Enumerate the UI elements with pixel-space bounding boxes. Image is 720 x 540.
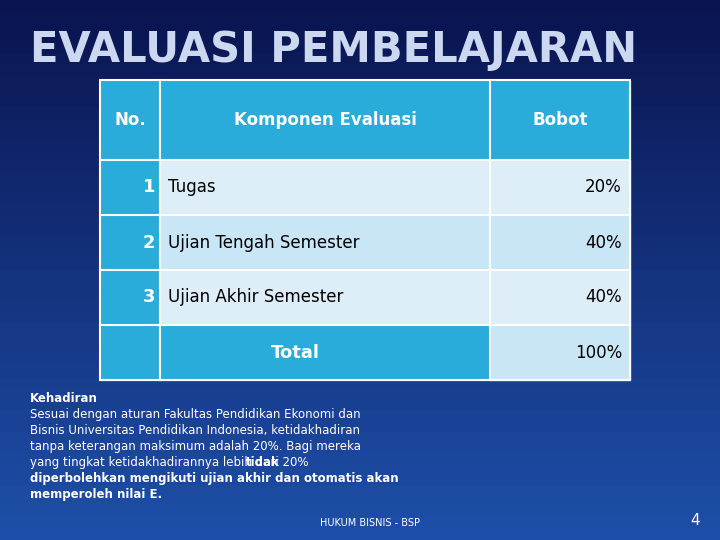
Bar [100,80,630,380]
Bar [100,160,160,215]
Bar [160,215,490,270]
Bar [0,345,720,356]
Text: HUKUM BISNIS - BSP: HUKUM BISNIS - BSP [320,518,420,528]
Text: yang tingkat ketidakhadirannya lebih dari 20%: yang tingkat ketidakhadirannya lebih dar… [30,456,312,469]
Bar [0,237,720,248]
Text: Ujian Akhir Semester: Ujian Akhir Semester [168,288,343,307]
Bar [0,366,720,378]
Bar [0,485,720,497]
Bar [490,160,630,215]
Bar [100,215,160,270]
Text: 4: 4 [690,513,700,528]
Bar [0,528,720,540]
Bar [0,53,720,65]
Bar [0,269,720,281]
Text: 40%: 40% [585,288,622,307]
Bar [0,31,720,43]
Bar [0,150,720,162]
Bar [0,334,720,346]
Text: tidak: tidak [246,456,280,469]
Bar [0,107,720,119]
Text: memperoleh nilai E.: memperoleh nilai E. [30,488,162,501]
Bar [0,258,720,270]
Bar [0,323,720,335]
Bar [0,10,720,22]
Bar [0,399,720,410]
Bar [0,172,720,184]
Bar [0,215,720,227]
Text: Ujian Tengah Semester: Ujian Tengah Semester [168,233,359,252]
Text: No.: No. [114,111,146,129]
Bar [0,431,720,443]
Bar [0,129,720,140]
Bar [0,355,720,367]
Bar [490,325,630,380]
Bar [100,325,160,380]
Text: Bisnis Universitas Pendidikan Indonesia, ketidakhadiran: Bisnis Universitas Pendidikan Indonesia,… [30,424,360,437]
Bar [0,0,720,11]
Bar [160,160,490,215]
Bar [0,312,720,324]
Bar [0,420,720,432]
Text: 3: 3 [143,288,155,307]
Bar [0,463,720,475]
Text: 40%: 40% [585,233,622,252]
Text: diperbolehkan mengikuti ujian akhir dan otomatis akan: diperbolehkan mengikuti ujian akhir dan … [30,472,399,485]
Bar [0,280,720,292]
Bar [160,80,490,160]
Bar [0,301,720,313]
Bar [0,442,720,454]
Bar [0,377,720,389]
Bar [0,139,720,151]
Bar [0,64,720,76]
Bar [0,96,720,108]
Text: EVALUASI PEMBELAJARAN: EVALUASI PEMBELAJARAN [30,29,637,71]
Bar [490,80,630,160]
Bar [100,270,160,325]
Bar [160,325,490,380]
Bar [0,183,720,194]
Text: 20%: 20% [585,179,622,197]
Bar [0,517,720,529]
Bar [0,388,720,400]
Text: 2: 2 [143,233,155,252]
Bar [490,215,630,270]
Bar [0,193,720,205]
Text: Sesuai dengan aturan Fakultas Pendidikan Ekonomi dan: Sesuai dengan aturan Fakultas Pendidikan… [30,408,361,421]
Bar [0,85,720,97]
Bar [0,204,720,216]
Text: Tugas: Tugas [168,179,215,197]
Bar [0,474,720,486]
Bar [0,507,720,518]
Bar [0,496,720,508]
Bar [100,80,160,160]
Text: 1: 1 [143,179,155,197]
Bar [0,226,720,238]
Text: Kehadiran: Kehadiran [30,392,98,405]
Bar [490,270,630,325]
Text: Total: Total [271,343,320,361]
Bar [0,161,720,173]
Bar [0,118,720,130]
Bar [160,270,490,325]
Bar [0,291,720,302]
Bar [0,409,720,421]
Bar [0,247,720,259]
Text: tanpa keterangan maksimum adalah 20%. Bagi mereka: tanpa keterangan maksimum adalah 20%. Ba… [30,440,361,453]
Bar [0,453,720,464]
Bar [0,75,720,86]
Bar [0,21,720,32]
Text: 100%: 100% [575,343,622,361]
Bar [0,42,720,54]
Text: Komponen Evaluasi: Komponen Evaluasi [233,111,416,129]
Text: Bobot: Bobot [532,111,588,129]
